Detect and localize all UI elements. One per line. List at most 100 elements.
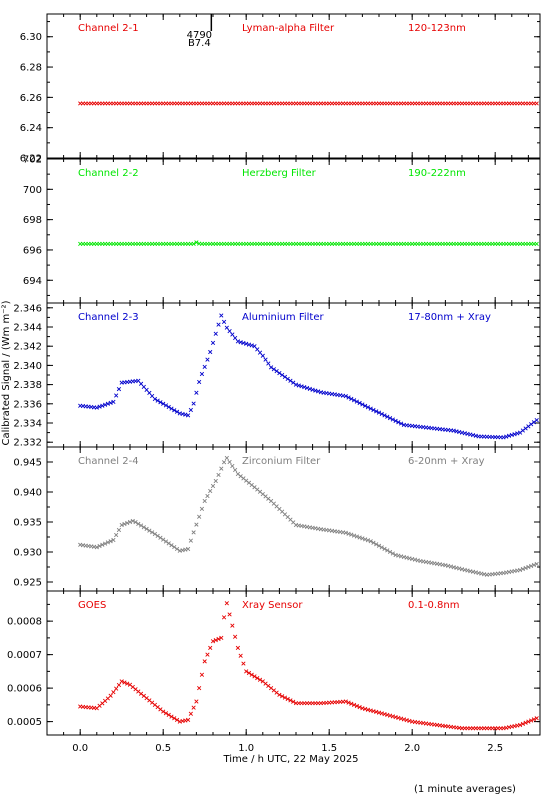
y-tick-label: 2.334 bbox=[13, 419, 42, 430]
panel-frame bbox=[46, 13, 541, 159]
data-point bbox=[365, 538, 371, 543]
data-point bbox=[529, 563, 534, 569]
data-point bbox=[371, 540, 376, 545]
data-point bbox=[235, 645, 241, 651]
data-point bbox=[354, 399, 359, 404]
data-point bbox=[349, 396, 354, 402]
data-point bbox=[346, 531, 351, 536]
data-point bbox=[219, 466, 224, 471]
data-point bbox=[194, 699, 199, 704]
y-tick-label: 0.0006 bbox=[7, 684, 42, 695]
data-point bbox=[351, 398, 357, 403]
data-point bbox=[233, 467, 238, 473]
series-1 bbox=[78, 240, 539, 247]
data-point bbox=[161, 537, 166, 542]
data-point bbox=[111, 690, 116, 695]
data-point bbox=[346, 395, 351, 400]
data-point bbox=[108, 400, 113, 405]
data-point bbox=[208, 488, 213, 494]
data-point bbox=[285, 696, 290, 702]
data-point bbox=[260, 353, 265, 358]
series-3 bbox=[78, 455, 539, 577]
data-point bbox=[346, 700, 351, 705]
data-point bbox=[291, 380, 296, 385]
event-marker: 4790 B7.4 bbox=[187, 14, 213, 49]
data-point bbox=[125, 520, 130, 526]
data-point bbox=[282, 374, 288, 380]
data-point bbox=[266, 361, 271, 366]
data-point bbox=[163, 539, 169, 544]
data-point bbox=[191, 241, 196, 247]
data-point bbox=[526, 424, 531, 429]
data-point bbox=[194, 522, 199, 527]
data-point bbox=[517, 430, 523, 435]
data-point bbox=[296, 383, 301, 388]
data-point bbox=[166, 404, 171, 410]
data-point bbox=[357, 535, 362, 540]
panel-label-2: 190-222nm bbox=[408, 168, 466, 179]
panel-label-0: GOES bbox=[78, 600, 106, 611]
data-point bbox=[172, 716, 177, 721]
data-point bbox=[188, 407, 193, 413]
data-point bbox=[94, 545, 99, 550]
data-point bbox=[357, 400, 362, 406]
panel-label-1: Zirconium Filter bbox=[242, 456, 321, 467]
panel-label-0: Channel 2-4 bbox=[78, 456, 139, 467]
data-point bbox=[385, 548, 390, 553]
x-tick-label: 1.0 bbox=[238, 743, 254, 754]
data-point bbox=[368, 406, 373, 411]
data-point bbox=[252, 674, 257, 679]
data-point bbox=[185, 413, 191, 418]
data-point bbox=[230, 623, 235, 628]
data-point bbox=[310, 387, 315, 392]
y-tick-label: 0.0008 bbox=[7, 617, 42, 628]
panel-3: 0.925 0.930 0.935 0.940 0.945 Channel 2-4 Zirc… bbox=[13, 446, 541, 592]
data-point bbox=[219, 313, 224, 318]
data-point bbox=[216, 472, 221, 478]
data-point bbox=[221, 319, 227, 324]
data-point bbox=[125, 681, 130, 686]
data-point bbox=[216, 322, 221, 327]
data-point bbox=[246, 670, 252, 676]
data-point bbox=[213, 331, 218, 336]
data-point bbox=[304, 385, 310, 391]
data-point bbox=[520, 721, 525, 726]
data-point bbox=[202, 659, 207, 664]
data-point bbox=[116, 386, 122, 392]
panel-label-2: 0.1-0.8nm bbox=[408, 600, 460, 611]
data-point bbox=[197, 685, 202, 691]
y-tick-label: 2.342 bbox=[13, 342, 42, 353]
chart-panels: 6.22 6.24 6.26 6.28 6.30 Channel 2-1 Lyman-alp… bbox=[7, 13, 541, 736]
data-point bbox=[191, 530, 196, 535]
data-point bbox=[197, 379, 202, 385]
data-point bbox=[169, 543, 174, 548]
data-point bbox=[376, 410, 382, 415]
data-point bbox=[174, 546, 180, 552]
data-point bbox=[390, 417, 395, 422]
data-point bbox=[205, 652, 210, 657]
data-point bbox=[316, 389, 321, 394]
data-point bbox=[526, 564, 531, 570]
data-point bbox=[241, 661, 246, 666]
data-point bbox=[363, 537, 368, 542]
data-point bbox=[185, 717, 191, 723]
data-point bbox=[354, 703, 359, 709]
y-tick-label: 6.28 bbox=[20, 63, 42, 74]
data-point bbox=[221, 460, 227, 465]
data-point bbox=[119, 522, 124, 528]
data-point bbox=[188, 538, 193, 543]
data-point bbox=[208, 349, 213, 355]
data-point bbox=[288, 378, 293, 383]
data-point bbox=[371, 407, 376, 413]
data-point bbox=[166, 712, 171, 718]
data-point bbox=[379, 545, 384, 550]
data-point bbox=[116, 682, 122, 688]
data-point bbox=[365, 405, 371, 410]
y-tick-label: 2.340 bbox=[13, 361, 42, 372]
data-point bbox=[280, 372, 285, 378]
event-marker-label-1: 4790 bbox=[187, 30, 212, 41]
data-point bbox=[100, 403, 105, 408]
x-axis: 0.0 0.5 1.0 1.5 2.0 2.5 bbox=[72, 743, 503, 754]
data-point bbox=[224, 601, 229, 606]
